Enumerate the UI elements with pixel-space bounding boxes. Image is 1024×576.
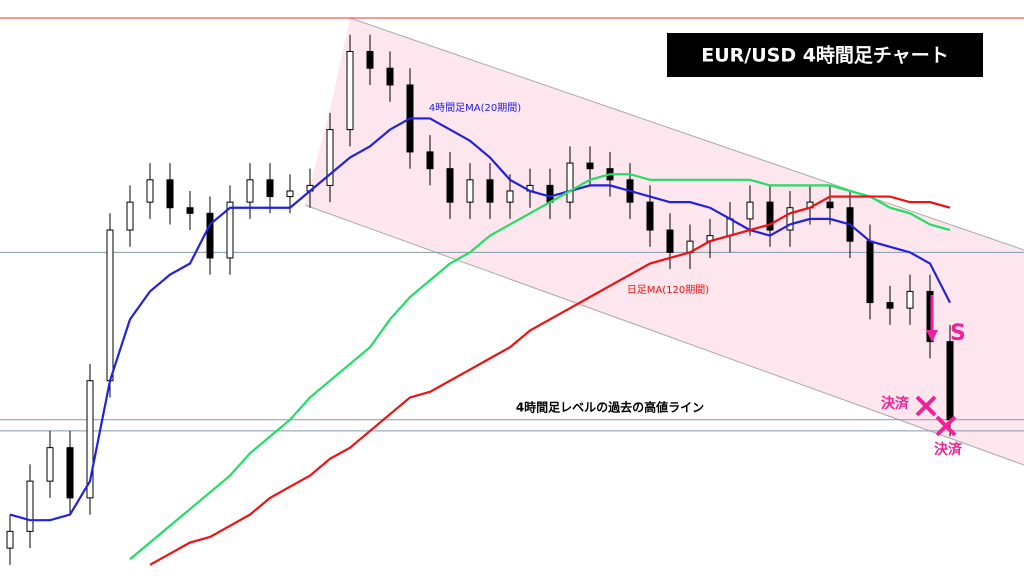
candle-body: [286, 190, 294, 198]
annotation: S: [950, 321, 966, 346]
title-box: [667, 33, 983, 77]
candle-body: [426, 151, 434, 170]
arrow: [926, 330, 938, 342]
candle-body: [866, 240, 874, 304]
candle-body: [86, 380, 94, 499]
candle-body: [666, 229, 674, 253]
candle-body: [366, 50, 374, 69]
candle-body: [546, 184, 554, 203]
exit-mark: [935, 415, 957, 437]
ma-line: [149, 195, 951, 566]
candle-body: [166, 179, 174, 209]
candle-body: [786, 207, 794, 231]
series-label: 4時間足MA(20期間): [429, 102, 521, 114]
candle-body: [886, 302, 894, 309]
candle-body: [446, 168, 454, 203]
candle-body: [726, 218, 734, 237]
candle-body: [326, 129, 334, 186]
candle-body: [946, 341, 954, 421]
candle-body: [386, 67, 394, 86]
candle-body: [226, 201, 234, 259]
candle-body: [826, 201, 834, 209]
series-label: 日足MA(120期間): [627, 284, 709, 296]
candle-body: [466, 179, 474, 203]
annotation: 4時間足レベルの過去の高値ライン: [516, 400, 704, 415]
candle-body: [906, 290, 914, 309]
ma-line: [129, 173, 951, 561]
ma-line: [9, 117, 951, 522]
candle-body: [66, 447, 74, 499]
candle-body: [186, 207, 194, 214]
candle-body: [566, 162, 574, 203]
candle-body: [146, 179, 154, 203]
channel: [305, 18, 1024, 465]
channel-line: [304, 204, 1024, 466]
candle-body: [646, 201, 654, 231]
candle-body: [506, 190, 514, 203]
exit-mark: [915, 395, 937, 417]
candle-body: [26, 480, 34, 532]
candle-body: [126, 201, 134, 231]
candle-body: [486, 179, 494, 203]
candle-body: [46, 447, 54, 482]
candle-body: [586, 162, 594, 170]
annotation: 決済: [881, 395, 910, 412]
candle-body: [206, 212, 214, 259]
candle-body: [246, 179, 254, 203]
candle-body: [106, 229, 114, 382]
candle-body: [266, 179, 274, 198]
channel-line: [349, 17, 1024, 251]
candle-body: [766, 201, 774, 231]
chart-title: EUR/USD 4時間足チャート: [701, 45, 949, 67]
candle-body: [746, 201, 754, 220]
annotation: 決済: [934, 441, 963, 458]
candle-body: [6, 530, 14, 549]
candle-body: [346, 50, 354, 131]
